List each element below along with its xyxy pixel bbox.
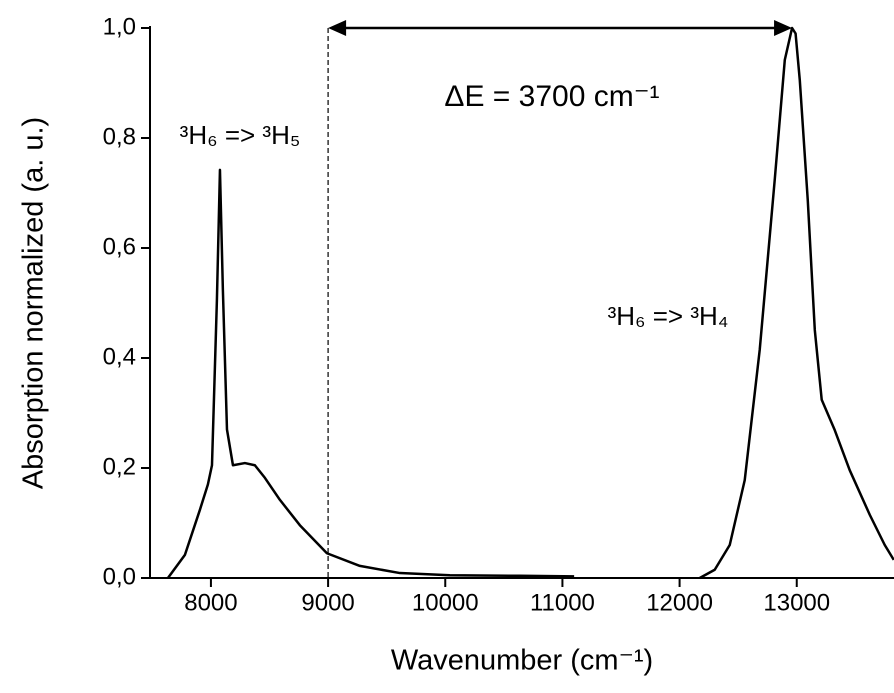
annotation: ΔE = 3700 cm⁻¹ bbox=[444, 80, 659, 113]
annotation: ³H₆ => ³H₄ bbox=[608, 301, 729, 331]
y-tick-label: 1,0 bbox=[103, 13, 136, 40]
x-tick-label: 12000 bbox=[646, 589, 713, 616]
y-tick-label: 0,2 bbox=[103, 453, 136, 480]
arrow-head bbox=[774, 20, 793, 36]
y-axis-title: Absorption normalized (a. u.) bbox=[18, 117, 50, 489]
line-series bbox=[166, 26, 894, 580]
x-tick-label: 10000 bbox=[412, 589, 479, 616]
annotation: ³H₆ => ³H₅ bbox=[180, 120, 301, 150]
x-axis-title: Wavenumber (cm⁻¹) bbox=[391, 645, 653, 677]
y-tick-label: 0,0 bbox=[103, 563, 136, 590]
y-tick-label: 0,4 bbox=[103, 343, 136, 370]
x-tick-label: 8000 bbox=[184, 589, 237, 616]
y-tick-label: 0,6 bbox=[103, 233, 136, 260]
x-tick-label: 11000 bbox=[530, 589, 595, 616]
y-tick-label: 0,8 bbox=[103, 123, 136, 150]
x-tick-label: 9000 bbox=[301, 589, 354, 616]
x-tick-label: 13000 bbox=[763, 589, 830, 616]
arrow-head bbox=[328, 20, 347, 36]
